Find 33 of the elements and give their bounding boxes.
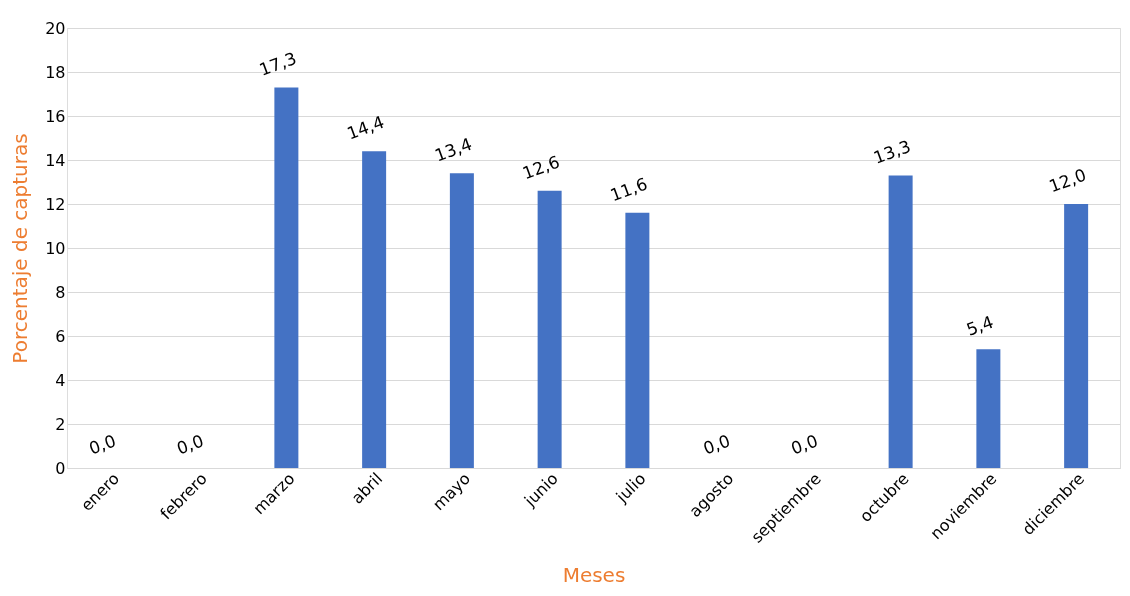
data-label: 12,0 [1046,164,1089,197]
y-tick-label: 18 [45,62,66,82]
y-tick-label: 14 [45,150,66,170]
data-label: 13,4 [432,133,475,166]
bar [449,173,474,468]
data-label: 12,6 [519,151,563,184]
bar [625,212,650,468]
data-label: 0,0 [700,430,733,459]
bar [274,87,299,468]
data-label: 5,4 [963,311,996,340]
data-label: 14,4 [344,111,387,144]
y-axis-title: Porcentaje de capturas [8,133,33,364]
data-label: 17,3 [256,48,300,80]
bar [362,151,387,468]
y-tick-label: 12 [45,194,66,214]
bar [976,349,1001,468]
data-label: 0,0 [86,430,119,459]
y-tick-label: 6 [55,326,66,346]
data-label: 13,3 [870,136,914,168]
y-tick-label: 2 [55,414,66,434]
bar [888,175,913,468]
y-tick-label: 8 [55,282,66,302]
data-label: 0,0 [173,430,207,459]
y-tick-label: 4 [55,370,66,390]
y-tick-label: 10 [45,238,66,258]
data-label: 0,0 [788,430,821,459]
bar [1064,204,1089,468]
x-axis-title: Meses [562,562,626,587]
y-tick-label: 0 [55,458,66,478]
y-tick-label: 16 [45,106,66,126]
y-tick-label: 20 [45,18,66,38]
bar [537,190,562,468]
data-label: 11,6 [607,173,651,206]
